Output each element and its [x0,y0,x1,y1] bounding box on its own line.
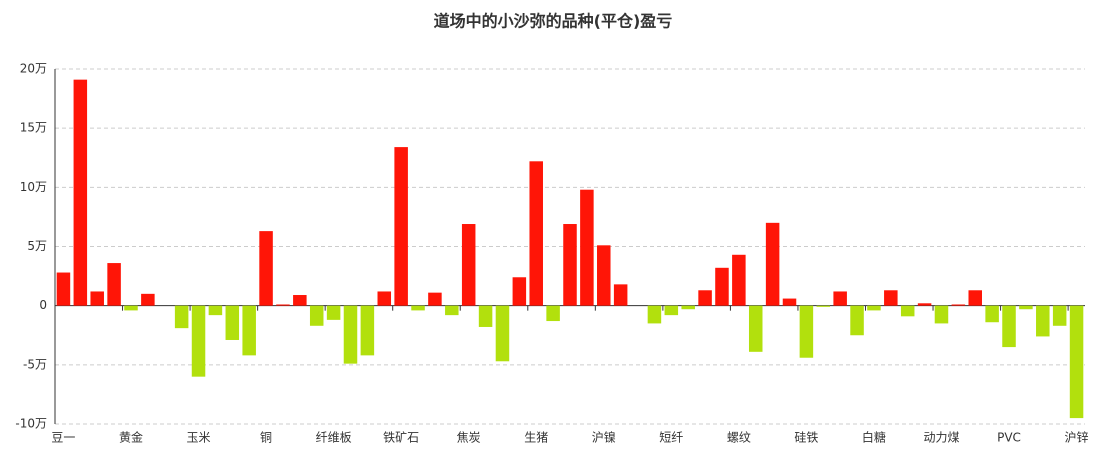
bar [293,295,307,306]
bar [698,290,712,306]
x-tick-label: 豆一 [51,431,75,445]
bar [1069,305,1084,419]
x-tick-label: 铁矿石 [383,431,419,445]
bar [563,224,577,306]
bar [174,305,189,329]
x-tick-label: 螺纹 [727,431,751,445]
bar [411,305,425,311]
bar [765,222,780,306]
bar [613,284,628,306]
bar [917,303,932,306]
bar [445,305,459,316]
bar [715,267,729,306]
x-tick-label: 沪镍 [592,431,616,445]
bar [73,79,88,306]
bar [478,305,493,327]
bar [799,305,814,358]
x-tick-label: 纤维板 [316,431,352,445]
bar [597,245,611,306]
y-tick-label: 0 [39,298,47,312]
bar [461,224,476,306]
bar [191,305,206,377]
y-tick-label: 20万 [20,62,47,76]
bar [309,305,324,326]
bar [664,305,679,316]
bar [1019,305,1033,310]
bar [934,305,949,324]
x-tick-label: 动力煤 [923,431,959,445]
bar [259,231,273,306]
x-tick-label: 焦炭 [457,431,481,445]
y-tick-label: 5万 [27,239,47,253]
bar [546,305,560,322]
bar [833,291,847,306]
bar [276,304,290,306]
bar [512,277,527,306]
bar [951,304,966,306]
bar [900,305,915,317]
bar [225,305,240,340]
bar [884,290,898,306]
bar [56,272,71,306]
bar [208,305,223,316]
bar [360,305,375,356]
x-tick-label: 白糖 [862,430,886,445]
bar [867,305,881,311]
bar [580,189,594,306]
bar [1052,305,1067,326]
y-tick-label: 15万 [20,121,47,135]
bar [343,305,358,364]
bar [394,147,408,306]
bar [90,291,104,306]
bar [732,254,746,306]
bar [242,305,256,356]
bar [495,305,510,362]
bar [850,305,864,336]
chart-title: 道场中的小沙弥的品种(平仓)盈亏 [434,12,673,31]
bar [107,263,121,306]
x-tick-label: 短纤 [659,431,683,445]
bar [124,305,138,311]
x-tick-label: PVC [997,431,1021,445]
bar [141,293,155,306]
x-tick-label: 黄金 [119,430,143,445]
x-tick-label: 硅铁 [794,431,818,445]
bar [377,291,392,306]
bar [1002,305,1016,348]
bar [681,305,695,310]
y-tick-label: -5万 [23,357,47,371]
x-tick-label: 沪锌 [1065,431,1089,445]
bar [529,161,543,306]
bar [782,298,797,306]
bar [748,305,763,352]
bar [1036,305,1050,337]
x-tick-label: 铜 [260,430,272,445]
x-tick-label: 玉米 [187,431,211,445]
bar [816,305,831,307]
bar [985,305,999,323]
x-tick-label: 生猪 [524,431,548,445]
bar [428,292,442,306]
y-tick-label: -10万 [15,417,47,431]
bar [968,290,982,306]
y-tick-label: 10万 [20,180,47,194]
bar [326,305,341,320]
bar [647,305,662,324]
